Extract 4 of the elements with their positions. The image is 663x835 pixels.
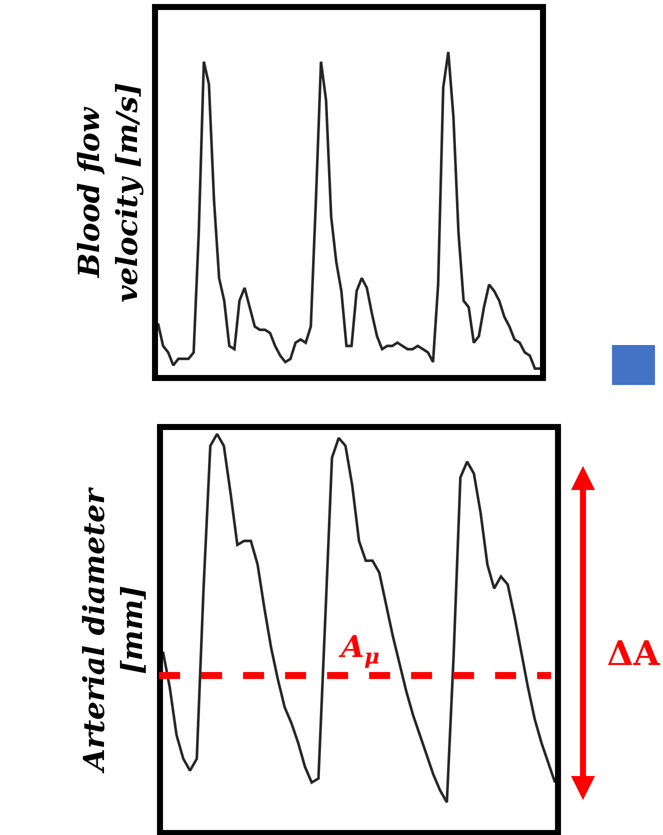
text: ΔA <box>607 634 660 674</box>
y-axis-title: Blood flow velocity [m/s] <box>72 82 144 302</box>
ref-line-label: A$_{μ}$ <box>338 630 380 668</box>
y-axis-title: Arterial diameter [mm] <box>77 486 149 774</box>
